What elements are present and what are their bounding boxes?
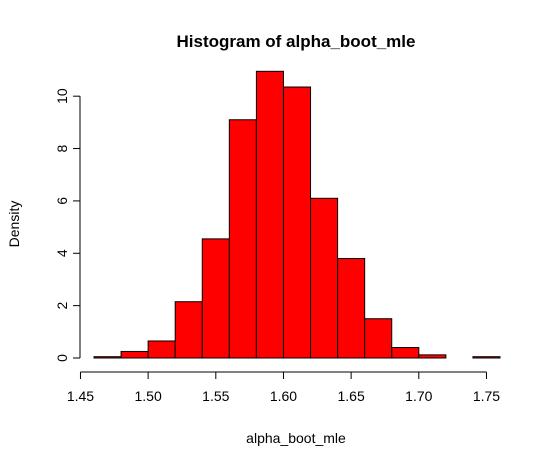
- x-axis-label: alpha_boot_mle: [246, 430, 346, 446]
- histogram-bar: [282, 86, 312, 359]
- x-tick-label: 1.55: [202, 388, 229, 404]
- chart-title: Histogram of alpha_boot_mle: [177, 32, 416, 51]
- histogram-bar: [147, 340, 176, 359]
- y-tick-label: 10: [54, 88, 70, 104]
- histogram-bar: [391, 347, 420, 359]
- histogram-bar: [418, 354, 447, 359]
- histogram-bar: [201, 238, 230, 359]
- x-tick-label: 1.70: [405, 388, 432, 404]
- y-axis: 0 2 4 6 8 10: [54, 88, 81, 362]
- x-tick-label: 1.45: [67, 388, 94, 404]
- x-tick-label: 1.75: [473, 388, 500, 404]
- x-tick-label: 1.50: [135, 388, 162, 404]
- x-tick-label: 1.65: [338, 388, 365, 404]
- histogram-bar: [364, 318, 393, 359]
- y-tick-label: 4: [54, 249, 70, 257]
- histogram-bar: [93, 356, 122, 359]
- histogram-bar: [337, 258, 366, 359]
- histogram-bar: [310, 197, 339, 359]
- x-tick-label: 1.60: [270, 388, 297, 404]
- y-axis-label: Density: [6, 201, 22, 248]
- y-tick-label: 8: [54, 144, 70, 152]
- y-tick-label: 2: [54, 302, 70, 310]
- y-tick-label: 6: [54, 197, 70, 205]
- histogram-bar: [255, 70, 284, 359]
- x-axis: 1.45 1.50 1.55 1.60 1.65 1.70 1.75: [67, 371, 500, 404]
- y-tick-label: 0: [54, 354, 70, 362]
- histogram-bar: [472, 356, 501, 359]
- histogram-bar: [228, 119, 257, 359]
- histogram-bar: [174, 301, 203, 359]
- histogram-bars: [93, 70, 501, 359]
- histogram-bar: [120, 350, 149, 359]
